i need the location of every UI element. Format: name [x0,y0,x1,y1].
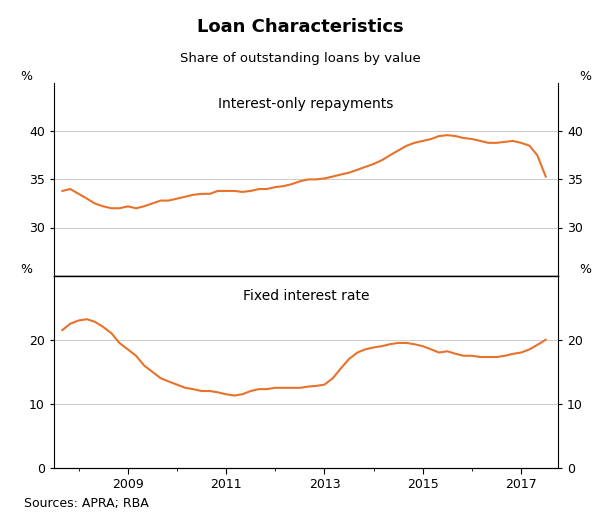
Text: Fixed interest rate: Fixed interest rate [243,289,369,303]
Text: %: % [20,263,32,276]
Text: %: % [580,70,592,83]
Text: Share of outstanding loans by value: Share of outstanding loans by value [179,52,421,65]
Text: %: % [20,70,32,83]
Text: Sources: APRA; RBA: Sources: APRA; RBA [24,497,149,510]
Text: %: % [580,263,592,276]
Text: Loan Characteristics: Loan Characteristics [197,18,403,36]
Text: Interest-only repayments: Interest-only repayments [218,97,394,111]
